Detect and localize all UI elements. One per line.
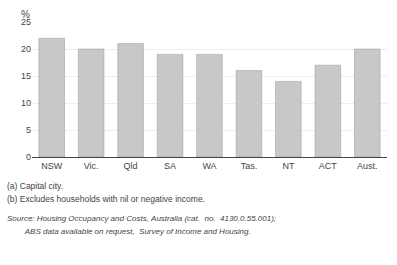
svg-text:Vic.: Vic. [84,161,99,171]
svg-text:5: 5 [26,125,31,135]
svg-text:SA: SA [164,161,176,171]
svg-text:NT: NT [282,161,294,171]
svg-text:25: 25 [21,17,31,27]
svg-text:%: % [21,9,30,20]
svg-text:(a) Capital city.: (a) Capital city. [7,181,63,191]
svg-text:Source: Housing Occupancy and: Source: Housing Occupancy and Costs, Aus… [7,214,276,223]
svg-text:NSW: NSW [41,161,63,171]
svg-text:0: 0 [26,152,31,162]
svg-text:ACT: ACT [319,161,338,171]
svg-text:WA: WA [202,161,216,171]
svg-text:15: 15 [21,71,31,81]
svg-text:Aust.: Aust. [357,161,378,171]
svg-text:(b) Excludes households with n: (b) Excludes households with nil or nega… [7,194,205,204]
svg-text:Tas.: Tas. [241,161,258,171]
svg-text:20: 20 [21,44,31,54]
svg-text:ABS data available on request,: ABS data available on request, Survey of… [7,227,251,236]
svg-text:Qld: Qld [124,161,138,171]
svg-text:10: 10 [21,98,31,108]
